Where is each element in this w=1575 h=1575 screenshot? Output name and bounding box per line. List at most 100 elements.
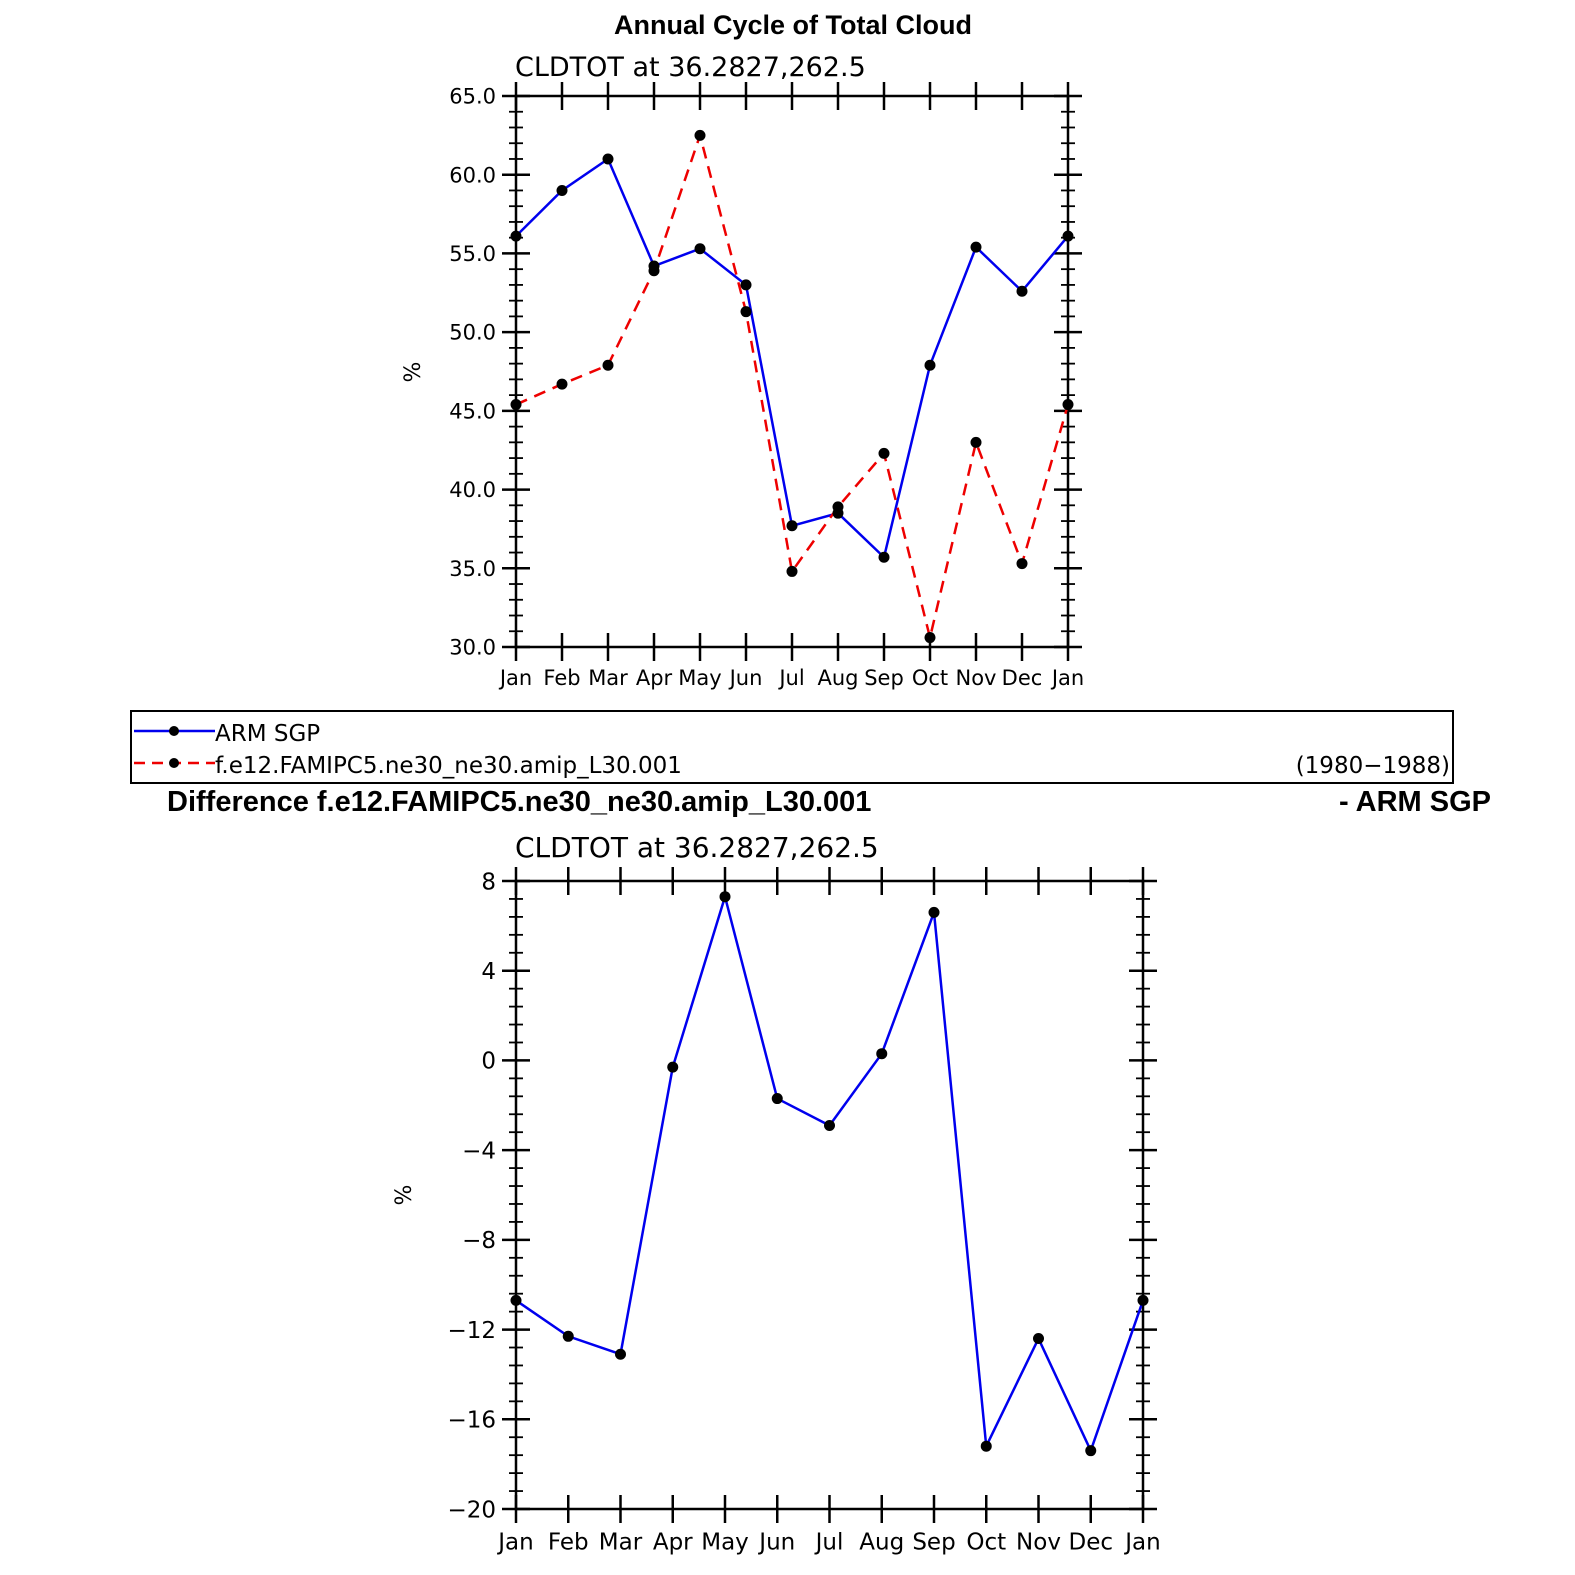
series-0-point <box>970 241 982 253</box>
x-tick-label: Aug <box>817 666 858 690</box>
series-0-point <box>667 1061 679 1073</box>
series-1-point <box>1062 399 1074 411</box>
series-1-point <box>648 265 660 277</box>
x-tick-label: Jan <box>498 666 532 690</box>
x-tick-label: Mar <box>588 666 628 690</box>
series-1-point <box>786 565 798 577</box>
series-0-point <box>878 551 890 563</box>
y-tick-label: 60.0 <box>449 163 496 187</box>
top-plot-frame <box>514 94 1070 649</box>
series-1-point <box>878 447 890 459</box>
legend-box <box>130 710 1454 784</box>
x-tick-label: Jun <box>728 666 763 690</box>
series-1-point <box>694 129 706 141</box>
bottom-subtitle: CLDTOT at 36.2827,262.5 <box>515 831 879 864</box>
series-0-point <box>740 279 752 291</box>
top-series-group <box>510 129 1074 644</box>
x-tick-label: Dec <box>1002 666 1043 690</box>
series-0-point <box>771 1093 783 1105</box>
y-tick-label: −20 <box>447 1497 496 1523</box>
y-tick-label: −8 <box>462 1228 496 1254</box>
bottom-y-tick-labels: −20 −16 −12 −8 −4 0 4 8 <box>447 869 496 1523</box>
bottom-axis-ticks <box>502 867 1157 1523</box>
bottom-ylabel: % <box>392 1185 417 1206</box>
series-0-point <box>719 891 731 903</box>
series-1-point <box>740 306 752 318</box>
bottom-title: Difference f.e12.FAMIPC5.ne30_ne30.amip_… <box>167 786 871 818</box>
top-title: Annual Cycle of Total Cloud <box>614 10 972 40</box>
x-tick-label: Jan <box>1050 666 1084 690</box>
y-tick-label: 45.0 <box>449 399 496 423</box>
series-1-point <box>602 359 614 371</box>
y-tick-label: 0 <box>481 1049 496 1075</box>
bottom-title-right: - ARM SGP <box>1339 786 1491 818</box>
series-line-0 <box>515 892 1145 1455</box>
series-0-point <box>924 359 936 371</box>
bottom-plot-frame <box>514 879 1145 1511</box>
x-tick-label: Dec <box>1068 1529 1113 1555</box>
series-0-point <box>1033 1333 1044 1345</box>
series-0-point <box>876 1048 888 1060</box>
series-1-point <box>556 378 568 390</box>
x-tick-label: Jan <box>496 1529 533 1555</box>
top-ylabel: % <box>401 362 426 383</box>
series-1-point <box>970 436 982 448</box>
top-y-tick-labels: 30.0 35.0 40.0 45.0 50.0 55.0 60.0 65.0 <box>449 85 496 660</box>
series-1-point <box>510 399 522 411</box>
x-tick-label: Nov <box>956 666 997 690</box>
y-tick-label: −12 <box>447 1318 496 1344</box>
series-0-point <box>824 1119 835 1131</box>
bottom-series-group <box>510 891 1149 1457</box>
y-tick-label: 65.0 <box>449 85 496 109</box>
legend-period: (1980−1988) <box>1296 753 1450 779</box>
legend-model-label: f.e12.FAMIPC5.ne30_ne30.amip_L30.001 <box>215 753 682 779</box>
y-tick-label: −4 <box>462 1138 496 1164</box>
bottom-x-tick-labels: Jan Feb Mar Apr May Jun Jul Aug Sep Oct Nov Dec Jan <box>496 1529 1160 1555</box>
series-0-point <box>928 906 940 918</box>
top-subtitle: CLDTOT at 36.2827,262.5 <box>515 52 866 83</box>
x-tick-label: Mar <box>599 1529 643 1555</box>
series-0-point <box>510 230 522 242</box>
y-tick-label: 30.0 <box>449 636 496 660</box>
y-tick-label: 50.0 <box>449 321 496 345</box>
x-tick-label: Apr <box>636 666 673 690</box>
x-tick-label: May <box>678 666 721 690</box>
series-1-point <box>1016 558 1028 570</box>
series-1-point <box>924 632 936 644</box>
x-tick-label: Oct <box>912 666 948 690</box>
x-tick-label: Sep <box>864 666 904 690</box>
x-tick-label: Apr <box>653 1529 693 1555</box>
x-tick-label: Feb <box>543 666 580 690</box>
x-tick-label: Jul <box>814 1529 844 1555</box>
series-0-point <box>980 1440 992 1452</box>
series-line-1 <box>515 131 1070 638</box>
y-tick-label: 55.0 <box>449 242 496 266</box>
legend-model-marker <box>169 758 179 768</box>
series-0-point <box>694 243 706 255</box>
y-tick-label: 8 <box>481 869 496 895</box>
x-tick-label: Nov <box>1016 1529 1061 1555</box>
x-tick-label: Feb <box>548 1529 589 1555</box>
legend-obs-label: ARM SGP <box>215 721 320 747</box>
top-x-tick-labels: Jan Feb Mar Apr May Jun Jul Aug Sep Oct Nov Dec Jan <box>498 666 1084 690</box>
legend-obs-marker <box>169 726 179 736</box>
series-0-point <box>1085 1445 1097 1457</box>
x-tick-label: Jun <box>757 1529 795 1555</box>
x-tick-label: Jan <box>1123 1529 1160 1555</box>
x-tick-label: Aug <box>859 1529 904 1555</box>
series-0-point <box>562 1330 574 1342</box>
x-tick-label: Oct <box>966 1529 1006 1555</box>
y-tick-label: 4 <box>481 959 496 985</box>
chart-bottom: Difference f.e12.FAMIPC5.ne30_ne30.amip_… <box>167 786 1491 1555</box>
series-0-point <box>556 184 568 196</box>
legend: ARM SGP f.e12.FAMIPC5.ne30_ne30.amip_L30… <box>130 710 1454 784</box>
series-1-point <box>832 501 844 513</box>
y-tick-label: −16 <box>447 1408 496 1434</box>
y-tick-label: 40.0 <box>449 478 496 502</box>
x-tick-label: May <box>701 1529 749 1555</box>
x-tick-label: Jul <box>777 666 804 690</box>
series-0-point <box>602 153 614 165</box>
series-0-point <box>510 1294 522 1306</box>
series-0-point <box>786 520 798 532</box>
